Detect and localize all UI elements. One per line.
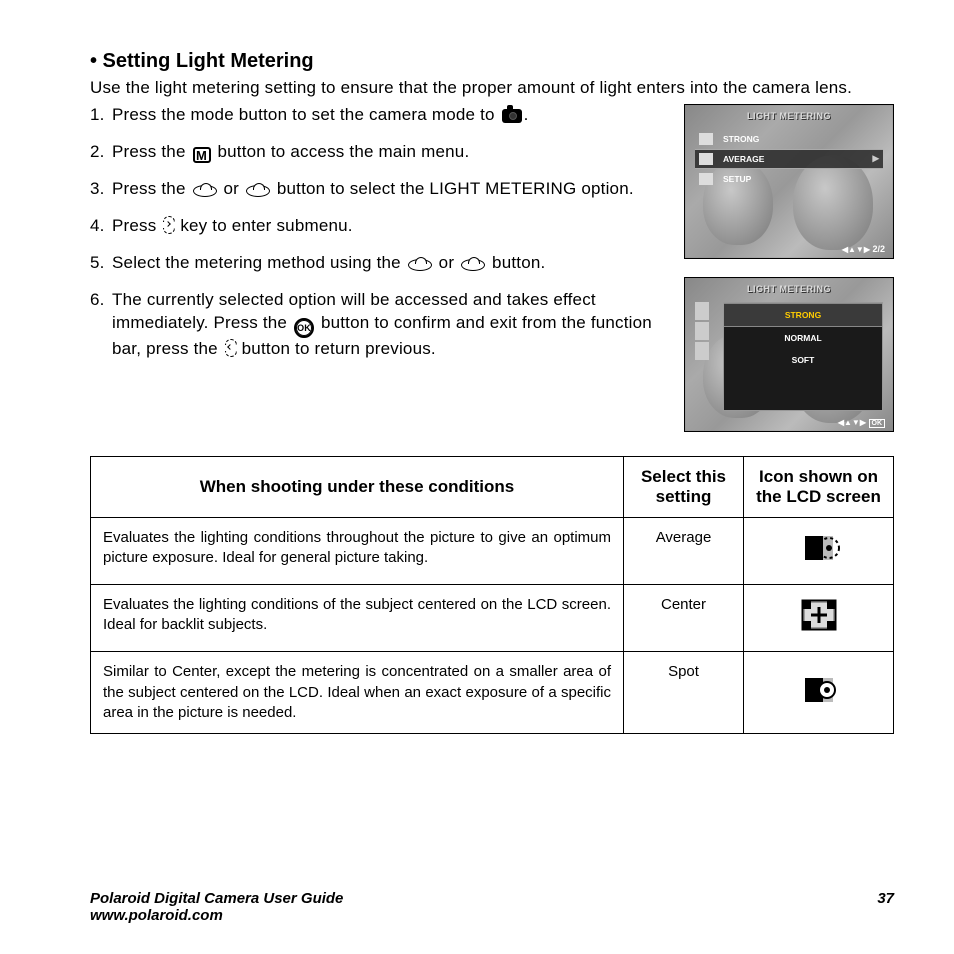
nav-button-icon [193,185,217,197]
lcd-submenu-item: NORMAL [724,327,882,349]
lcd-item-label: STRONG [723,134,759,144]
icon-cell [744,517,894,584]
step-number: 3. [90,178,112,201]
camera-icon [502,109,522,123]
setting-cell: Center [624,585,744,652]
lcd2-ok-indicator: OK [869,419,886,428]
footer-url: www.polaroid.com [90,907,343,924]
metering-center-icon [795,622,843,639]
lcd1-page-indicator: 2/2 [872,244,885,254]
instruction-step: 3.Press the or button to select the LIGH… [90,178,666,201]
metering-spot-icon [795,697,843,714]
instruction-step: 5.Select the metering method using the o… [90,252,666,275]
nav-button-icon [408,259,432,271]
content-row: 1.Press the mode button to set the camer… [90,104,894,450]
icon-cell [744,652,894,734]
nav-button-icon [461,259,485,271]
section-heading: • Setting Light Metering [90,50,894,73]
lcd2-submenu: STRONGNORMALSOFT [723,302,883,411]
condition-cell: Similar to Center, except the metering i… [91,652,624,734]
lcd-menu-item: STRONG [695,129,883,149]
lcd1-nav-arrows: ◀▲▼▶ [842,245,870,254]
step-text: Select the metering method using the or … [112,252,666,275]
lcd-menu-item: SETUP [695,169,883,189]
instruction-step: 6.The currently selected option will be … [90,289,666,361]
lcd-tab-icon [699,133,713,145]
lcd-tab-icon [699,153,713,165]
table-row: Similar to Center, except the metering i… [91,652,894,734]
right-key-icon [163,216,173,234]
intro-text: Use the light metering setting to ensure… [90,77,894,100]
setting-cell: Spot [624,652,744,734]
lcd-item-label: AVERAGE [723,154,764,164]
table-header: When shooting under these conditions [91,456,624,517]
table-row: Evaluates the lighting conditions of the… [91,585,894,652]
lcd-submenu-item: STRONG [724,303,882,327]
arrow-right-icon: ▶ [872,153,879,164]
lcd2-tab-icon [695,322,709,340]
setting-cell: Average [624,517,744,584]
lcd2-title: LIGHT METERING [685,284,893,294]
lcd-screen-1: LIGHT METERING STRONG AVERAGE ▶ SETUP ◀▲▼▶ … [684,104,894,259]
step-number: 6. [90,289,112,361]
footer-guide-title: Polaroid Digital Camera User Guide [90,890,343,907]
icon-cell [744,585,894,652]
step-text: The currently selected option will be ac… [112,289,666,361]
instruction-step: 2.Press the M button to access the main … [90,141,666,164]
step-text: Press the mode button to set the camera … [112,104,666,127]
lcd-tab-icon [699,173,713,185]
lcd-menu-item: AVERAGE ▶ [695,149,883,169]
metering-average-icon [795,555,843,572]
step-number: 1. [90,104,112,127]
left-key-icon [225,339,235,357]
table-row: Evaluates the lighting conditions throug… [91,517,894,584]
step-text: Press key to enter submenu. [112,215,666,238]
table-header: Icon shown on the LCD screen [744,456,894,517]
footer-left: Polaroid Digital Camera User Guide www.p… [90,890,343,924]
page-footer: Polaroid Digital Camera User Guide www.p… [90,890,894,924]
lcd1-footer: ◀▲▼▶ 2/2 [842,244,885,254]
step-text: Press the or button to select the LIGHT … [112,178,666,201]
lcd-screen-2: LIGHT METERING STRONGNORMALSOFT ◀▲▼▶ OK [684,277,894,432]
page-number: 37 [877,890,894,907]
lcd-submenu-item: SOFT [724,349,882,371]
step-number: 2. [90,141,112,164]
metering-table: When shooting under these conditions Sel… [90,456,894,734]
instruction-step: 1.Press the mode button to set the camer… [90,104,666,127]
menu-button-icon: M [193,147,211,163]
ok-button-icon: OK [294,318,314,338]
nav-button-icon [246,185,270,197]
condition-cell: Evaluates the lighting conditions of the… [91,585,624,652]
step-number: 5. [90,252,112,275]
lcd-previews: LIGHT METERING STRONG AVERAGE ▶ SETUP ◀▲▼▶ … [684,104,894,450]
condition-cell: Evaluates the lighting conditions throug… [91,517,624,584]
table-header: Select this setting [624,456,744,517]
table-header-row: When shooting under these conditions Sel… [91,456,894,517]
lcd1-menu: STRONG AVERAGE ▶ SETUP [695,129,883,189]
lcd2-tab-icon [695,342,709,360]
step-number: 4. [90,215,112,238]
instruction-step: 4.Press key to enter submenu. [90,215,666,238]
lcd2-footer: ◀▲▼▶ OK [838,417,885,427]
lcd2-tab-icon [695,302,709,320]
lcd-item-label: SETUP [723,174,751,184]
lcd2-nav-arrows: ◀▲▼▶ [838,418,866,427]
lcd1-title: LIGHT METERING [685,111,893,121]
step-text: Press the M button to access the main me… [112,141,666,164]
steps-list: 1.Press the mode button to set the camer… [90,104,666,450]
